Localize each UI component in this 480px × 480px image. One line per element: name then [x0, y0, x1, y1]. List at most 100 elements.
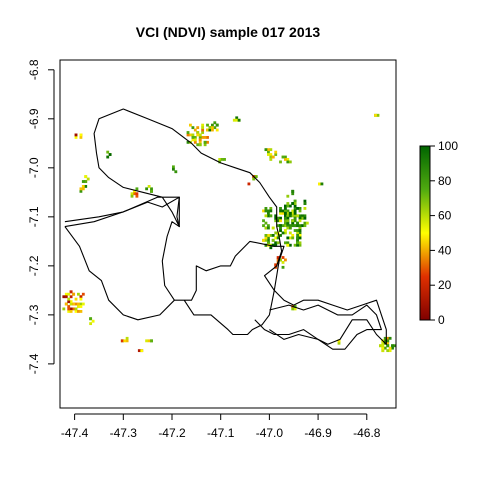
vci-pixel	[67, 310, 71, 313]
vci-pixel	[286, 236, 290, 240]
vci-pixel	[84, 180, 88, 183]
vci-pixel	[64, 302, 68, 306]
vci-pixel	[284, 258, 287, 262]
vci-pixel	[267, 236, 270, 240]
vci-pixel	[381, 349, 385, 353]
vci-pixel	[274, 236, 278, 240]
x-tick-label: -47.2	[158, 426, 186, 440]
color-legend: 0 20 40 60 80 100	[419, 139, 458, 327]
vci-pixel	[291, 209, 295, 213]
vci-pixel	[201, 126, 205, 130]
vci-pixel	[198, 136, 202, 139]
vci-pixel	[267, 153, 270, 156]
vci-pixel	[298, 229, 302, 232]
vci-pixel	[191, 138, 195, 142]
vci-pixel	[77, 310, 80, 313]
vci-pixel	[296, 207, 300, 210]
vci-pixel	[286, 216, 290, 220]
vci-pixel	[79, 189, 83, 193]
x-tick-label: -47.0	[256, 426, 284, 440]
region-boundary	[64, 108, 387, 350]
vci-pixel	[269, 214, 273, 218]
vci-pixel	[279, 234, 282, 237]
vci-pixel	[264, 243, 268, 247]
vci-pixel	[298, 207, 302, 210]
vci-pixel	[135, 192, 139, 196]
vci-pixel	[89, 322, 93, 326]
vci-pixel	[81, 180, 85, 183]
vci-pixel	[262, 209, 265, 213]
vci-pixel	[279, 229, 282, 232]
vci-pixel	[381, 341, 385, 345]
vci-pixel	[298, 216, 302, 220]
vci-pixel	[286, 204, 290, 208]
vci-pixel	[320, 182, 324, 186]
vci-pixel	[264, 214, 268, 218]
vci-pixel	[298, 214, 302, 218]
vci-pixel	[69, 310, 73, 313]
vci-pixel	[269, 155, 273, 159]
vci-pixel	[296, 214, 300, 218]
vci-pixel	[301, 214, 304, 218]
vci-pixel	[193, 140, 197, 144]
vci-pixel	[264, 226, 268, 230]
vci-pixel	[69, 300, 73, 304]
vci-pixel	[274, 241, 278, 245]
vci-pixel	[284, 224, 287, 228]
vci-pixel	[79, 302, 83, 306]
vci-pixel	[276, 256, 280, 259]
vci-pixel	[296, 238, 300, 242]
vci-pixel	[133, 192, 136, 196]
x-tick-label: -47.4	[61, 426, 89, 440]
vci-pixel	[213, 121, 217, 125]
vci-pixel	[288, 231, 292, 235]
vci-pixel	[291, 214, 295, 218]
vci-pixel	[247, 182, 251, 186]
vci-pixel	[74, 307, 78, 311]
vci-pixel	[84, 185, 88, 188]
x-tick-label: -46.9	[304, 426, 332, 440]
vci-pixel	[267, 224, 270, 228]
vci-pixel	[191, 133, 195, 137]
y-tick-label: -7.1	[27, 206, 41, 227]
vci-pixel	[189, 133, 192, 137]
vci-pixel	[284, 229, 287, 232]
vci-pixel	[274, 219, 278, 223]
vci-pixel	[286, 209, 290, 213]
vci-pixel	[303, 199, 307, 203]
vci-pixel	[106, 150, 110, 154]
vci-pixel	[235, 116, 239, 120]
vci-pixel	[286, 160, 290, 164]
vci-pixel	[201, 131, 205, 134]
vci-pixel	[215, 128, 219, 132]
vci-pixel	[67, 307, 71, 311]
vci-pixel	[274, 153, 278, 156]
vci-pixel	[125, 339, 129, 343]
vci-pixel	[284, 155, 287, 159]
vci-pixel	[376, 113, 380, 117]
vci-pixel	[286, 214, 290, 218]
vci-pixel	[298, 236, 302, 240]
vci-pixel	[305, 221, 309, 225]
vci-pixel	[174, 170, 178, 174]
vci-pixel	[186, 131, 190, 134]
plot-frame	[59, 59, 397, 409]
vci-pixel	[293, 229, 297, 232]
vci-pixel	[279, 211, 282, 215]
vci-pixel	[254, 175, 258, 179]
vci-raster	[62, 113, 396, 353]
vci-pixel	[301, 216, 304, 220]
vci-pixel	[191, 126, 195, 130]
vci-pixel	[145, 339, 149, 343]
vci-pixel	[276, 219, 280, 223]
vci-pixel	[284, 204, 287, 208]
vci-pixel	[269, 153, 273, 156]
boundary-north	[64, 108, 387, 345]
vci-pixel	[193, 128, 197, 132]
vci-pixel	[130, 194, 134, 198]
vci-pixel	[79, 136, 83, 139]
vci-pixel	[383, 336, 387, 340]
vci-pixel	[296, 231, 300, 235]
vci-pixel	[288, 214, 292, 218]
